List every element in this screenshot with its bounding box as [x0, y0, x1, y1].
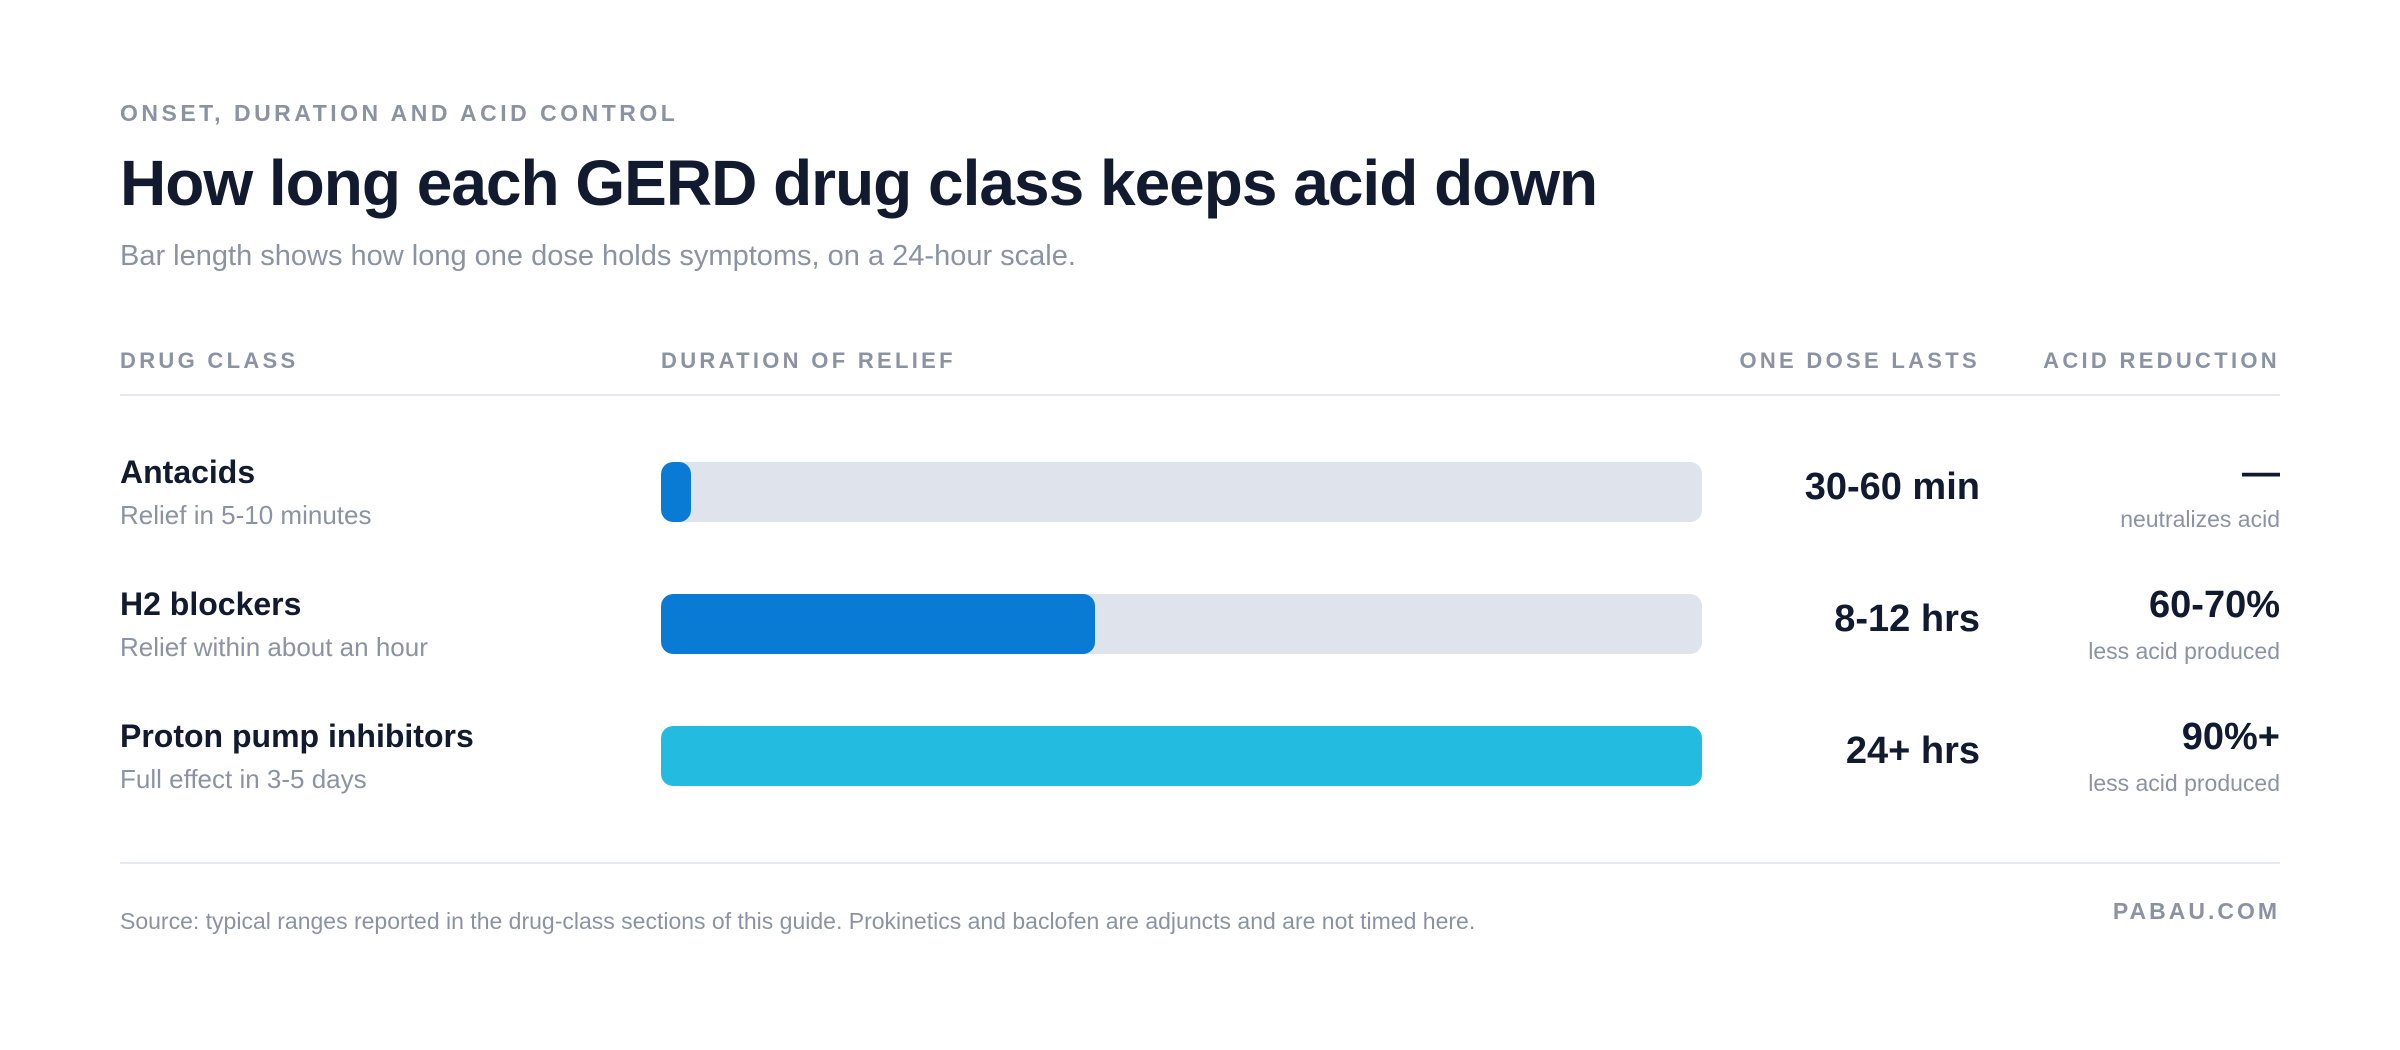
bar-track: [661, 462, 1702, 522]
drug-class-note: Relief in 5-10 minutes: [120, 500, 372, 530]
dose-duration-label: 24+ hrs: [1845, 730, 1980, 772]
bar-fill: [661, 462, 692, 522]
drug-class-name: Antacids: [120, 454, 256, 490]
source-note: Source: typical ranges reported in the d…: [120, 908, 1476, 934]
acid-reduction-value: —: [2242, 452, 2280, 494]
column-header-drug-class: DRUG CLASS: [120, 348, 299, 373]
dose-duration-label: 30-60 min: [1804, 466, 1980, 508]
acid-reduction-value: 90%+: [2181, 716, 2280, 758]
drug-class-note: Relief within about an hour: [120, 632, 428, 662]
dose-duration-label: 8-12 hrs: [1834, 598, 1980, 640]
drug-class-name: H2 blockers: [120, 586, 302, 622]
bar-track: [661, 594, 1702, 654]
acid-reduction-note: neutralizes acid: [2120, 506, 2280, 532]
table-row: H2 blockers Relief within about an hour 8-…: [120, 584, 2280, 696]
table-row: Antacids Relief in 5-10 minutes 30-60 min —…: [120, 452, 2280, 564]
drug-class-note: Full effect in 3-5 days: [120, 764, 367, 794]
table-row: Proton pump inhibitors Full effect in 3-5…: [120, 716, 2280, 828]
column-header-duration: DURATION OF RELIEF: [661, 348, 956, 373]
chart-subtitle: Bar length shows how long one dose holds…: [120, 240, 1076, 272]
acid-reduction-note: less acid produced: [2088, 638, 2280, 664]
brand-label: PABAU.COM: [2112, 898, 2280, 924]
column-header-dose: ONE DOSE LASTS: [1739, 348, 1980, 373]
drug-class-name: Proton pump inhibitors: [120, 718, 474, 754]
acid-reduction-note: less acid produced: [2088, 770, 2280, 796]
footer-divider: [120, 862, 2280, 864]
acid-reduction-value: 60-70%: [2149, 584, 2280, 626]
chart-card: ONSET, DURATION AND ACID CONTROL How lon…: [120, 0, 2280, 1050]
chart-title: How long each GERD drug class keeps acid…: [120, 147, 1598, 219]
bar-track: [661, 726, 1702, 786]
bar-fill: [661, 726, 1702, 786]
eyebrow: ONSET, DURATION AND ACID CONTROL: [120, 100, 679, 126]
column-header-acid: ACID REDUCTION: [2043, 348, 2280, 373]
header-divider: [120, 394, 2280, 396]
bar-fill: [661, 594, 1095, 654]
